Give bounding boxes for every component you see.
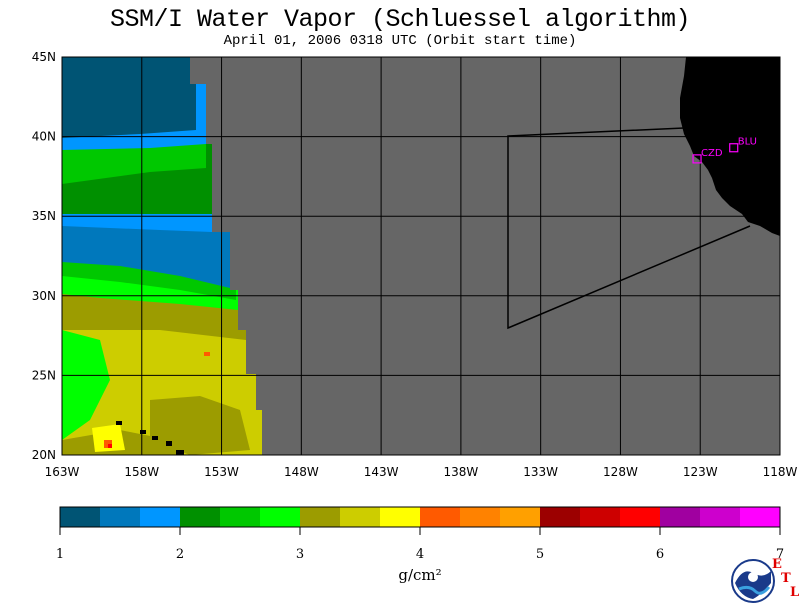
station-marker	[729, 143, 739, 153]
colorbar-swatch	[340, 507, 381, 527]
latitude-tick-label: 40N	[32, 130, 56, 144]
colorbar-units: g/cm²	[398, 566, 442, 584]
longitude-tick-label: 128W	[603, 465, 638, 479]
latitude-tick-label: 20N	[32, 448, 56, 462]
colorbar-swatch	[740, 507, 781, 527]
etl-letter-l: L	[790, 585, 800, 600]
latitude-axis: 45N 40N 35N 30N 25N 20N	[32, 50, 56, 462]
noaa-logo-icon	[731, 559, 775, 603]
longitude-tick-label: 153W	[204, 465, 239, 479]
colorbar-swatch	[60, 507, 101, 527]
colorbar-tick-label: 6	[656, 547, 664, 562]
latitude-tick-label: 35N	[32, 209, 56, 223]
colorbar-swatch	[380, 507, 421, 527]
station-label: BLU	[738, 137, 757, 148]
colorbar-swatch	[620, 507, 661, 527]
colorbar-swatch	[460, 507, 501, 527]
longitude-tick-label: 118W	[763, 465, 798, 479]
colorbar-swatch	[100, 507, 141, 527]
colorbar-tick-label: 3	[296, 547, 304, 562]
colorbar-tick-label: 5	[536, 547, 544, 562]
longitude-tick-label: 133W	[523, 465, 558, 479]
latitude-tick-label: 25N	[32, 368, 56, 382]
colorbar: 1 2 3 4 5 6 7	[56, 506, 784, 562]
map-title: SSM/I Water Vapor (Schluessel algorithm)	[109, 5, 691, 34]
observation-track	[507, 127, 751, 330]
station-markers: CZD BLU	[692, 137, 757, 164]
colorbar-tick-label: 2	[176, 547, 184, 562]
colorbar-swatch	[140, 507, 181, 527]
longitude-tick-label: 123W	[683, 465, 718, 479]
colorbar-swatch	[660, 507, 701, 527]
longitude-tick-label: 163W	[45, 465, 80, 479]
colorbar-tick-label: 1	[56, 547, 64, 562]
colorbar-tick-label: 7	[776, 547, 784, 562]
map-frame	[61, 56, 781, 456]
etl-letter-t: T	[781, 571, 791, 586]
colorbar-swatch	[540, 507, 581, 527]
map-subtitle: April 01, 2006 0318 UTC (Orbit start tim…	[223, 33, 577, 49]
station-label: CZD	[701, 148, 723, 159]
latitude-tick-label: 45N	[32, 50, 56, 64]
colorbar-swatch	[300, 507, 341, 527]
colorbar-swatch	[420, 507, 461, 527]
water-vapor-swath	[62, 57, 262, 455]
colorbar-swatch	[260, 507, 301, 527]
longitude-tick-label: 148W	[284, 465, 319, 479]
etl-letter-e: E	[772, 557, 782, 572]
latitude-tick-label: 30N	[32, 289, 56, 303]
colorbar-swatch	[180, 507, 221, 527]
longitude-tick-label: 143W	[364, 465, 399, 479]
longitude-axis: 163W 158W 153W 148W 143W 138W 133W 128W 123W 118W	[45, 465, 798, 479]
longitude-tick-label: 158W	[124, 465, 159, 479]
colorbar-swatch	[700, 507, 741, 527]
colorbar-swatch	[220, 507, 261, 527]
longitude-tick-label: 138W	[443, 465, 478, 479]
colorbar-swatch	[500, 507, 541, 527]
colorbar-tick-label: 4	[416, 547, 424, 562]
colorbar-swatch	[580, 507, 621, 527]
station-marker	[692, 154, 702, 164]
